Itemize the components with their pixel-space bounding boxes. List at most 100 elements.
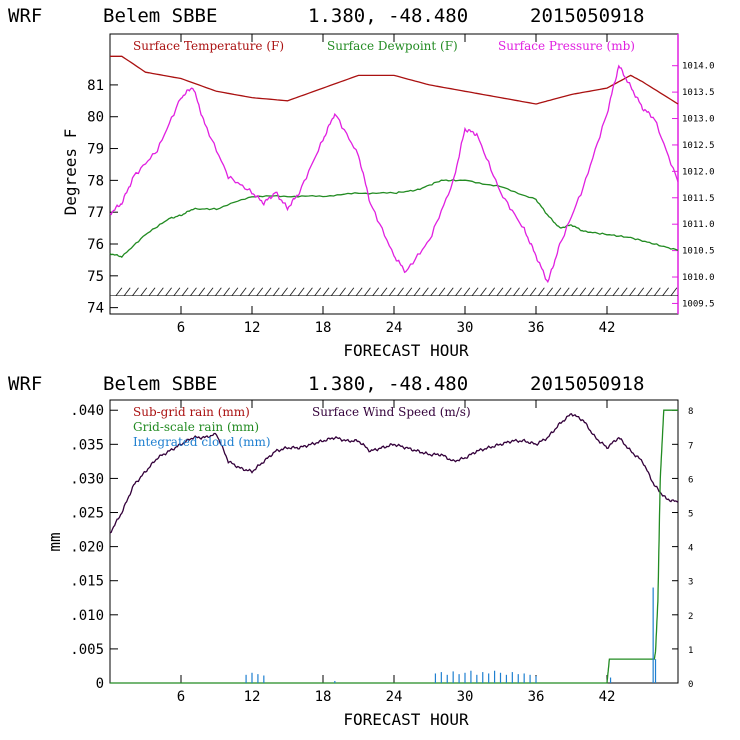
panel2-y2tick-label-4: 4 [688,544,693,554]
panel2-xtick-label-36: 36 [528,689,545,705]
panel1-xtick-label-12: 12 [244,320,261,336]
panel2-xtick-label-42: 42 [599,689,616,705]
panel1-xtick-label-36: 36 [528,320,545,336]
wind-barb [123,287,131,296]
panel1-ytick-label-76: 76 [87,237,104,253]
panel1-xtick-label-42: 42 [599,320,616,336]
panel1-y2tick-label-1013.5: 1013.5 [682,88,715,98]
wind-barb [488,287,496,296]
panel2-series [109,409,679,684]
wind-barb [264,287,272,296]
wind-barb [496,287,504,296]
legend-temperature: Surface Temperature (F) [133,39,284,53]
wind-barb [645,287,653,296]
panel2-xtick-label-18: 18 [315,689,332,705]
panel2-ytick-label-.015: .015 [70,574,104,590]
wind-barb [579,287,587,296]
wind-barb [438,287,446,296]
panel2-y2tick-label-2: 2 [688,612,693,622]
panel1-y2tick-label-1010.0: 1010.0 [682,273,715,283]
wind-barb [422,287,429,296]
wind-barb [480,287,487,296]
panel2-y2tick-label-8: 8 [688,407,693,417]
wind-barb [214,287,222,296]
wind-barb [388,287,396,296]
panel1-ytick-label-75: 75 [87,269,104,285]
panel1-ytick-label-79: 79 [87,142,104,158]
wind-barb [455,287,462,296]
panel1-y2tick-label-1010.5: 1010.5 [682,247,715,257]
wind-barb [670,287,678,296]
panel2-y2tick-label-7: 7 [688,441,693,451]
wind-barb [521,287,529,296]
panel1-ytick-label-77: 77 [87,205,104,221]
wind-barb [248,287,255,296]
legend-pressure: Surface Pressure (mb) [498,39,635,53]
header-init-time: 2015050918 [530,5,644,27]
panel2-y2tick-label-1: 1 [688,646,693,656]
panel1-y2tick-label-1011.0: 1011.0 [682,220,715,230]
wind-barb [181,287,189,296]
wind-barb [546,287,554,296]
wind-barb [538,287,545,296]
panel1-ytick-label-78: 78 [87,173,104,189]
panel1-ylabel: Degrees F [61,129,80,216]
wind-barb [637,287,645,296]
panel2-ytick-label-.010: .010 [70,608,104,624]
wind-barb [471,287,479,296]
wind-barb [364,287,371,296]
wind-barb [620,287,628,296]
panel1-wind-barbs [110,287,678,297]
wind-barb [165,287,172,296]
panel2-y2tick-label-3: 3 [688,578,693,588]
header-model: WRF [8,5,42,27]
panel1-xtick-label-30: 30 [457,320,474,336]
wind-barb [355,287,363,296]
wind-barb [115,287,123,296]
panel2-y2tick-label-5: 5 [688,510,693,520]
wind-barb [612,287,620,296]
wind-barb [571,287,578,296]
panel2-xtick-label-30: 30 [457,689,474,705]
panel1-xlabel: FORECAST HOUR [343,341,469,360]
header2-coords: 1.380, -48.480 [308,373,468,395]
wind-barb [629,287,636,296]
wind-barb [529,287,537,296]
legend-gridscale-rain: Grid-scale rain (mm) [133,420,259,434]
wind-barb [413,287,421,296]
panel1-ytick-label-80: 80 [87,110,104,126]
panel1-ytick-label-81: 81 [87,78,104,94]
wind-barb [595,287,603,296]
panel1-y2tick-label-1009.5: 1009.5 [682,299,715,309]
wind-barb [231,287,239,296]
header2-station: Belem SBBE [103,373,217,395]
panel2-ylabel: mm [45,532,64,551]
panel2-ytick-label-.005: .005 [70,642,104,658]
panel2-xlabel: FORECAST HOUR [343,710,469,729]
wind-barb [206,287,214,296]
wind-barb [347,287,355,296]
wind-barb [463,287,471,296]
panel1-series [109,55,679,297]
wind-barb [156,287,164,296]
panel2-ytick-label-.025: .025 [70,506,104,522]
wind-barb [380,287,388,296]
panel1-series-line-temperature [110,55,679,105]
panel1-y2tick-label-1013.0: 1013.0 [682,115,715,125]
legend-subgrid-rain: Sub-grid rain (mm) [133,405,250,419]
panel2-xtick-label-6: 6 [177,689,185,705]
panel2-ytick-label-.030: .030 [70,471,104,487]
header-station: Belem SBBE [103,5,217,27]
wind-barb [554,287,562,296]
wind-barb [662,287,669,296]
wind-barb [405,287,413,296]
wind-barb [587,287,595,296]
panel1-y2tick-label-1012.0: 1012.0 [682,167,715,177]
wind-barb [190,287,197,296]
panel2-ticks: 6 12 18 24 30 36 420.005.010.015.020.025.030.0… [70,400,693,705]
wind-barb [223,287,230,296]
wind-barb [504,287,512,296]
panel1-ytick-label-74: 74 [87,301,104,317]
legend-wind-speed: Surface Wind Speed (m/s) [312,405,471,419]
wind-barb [397,287,404,296]
